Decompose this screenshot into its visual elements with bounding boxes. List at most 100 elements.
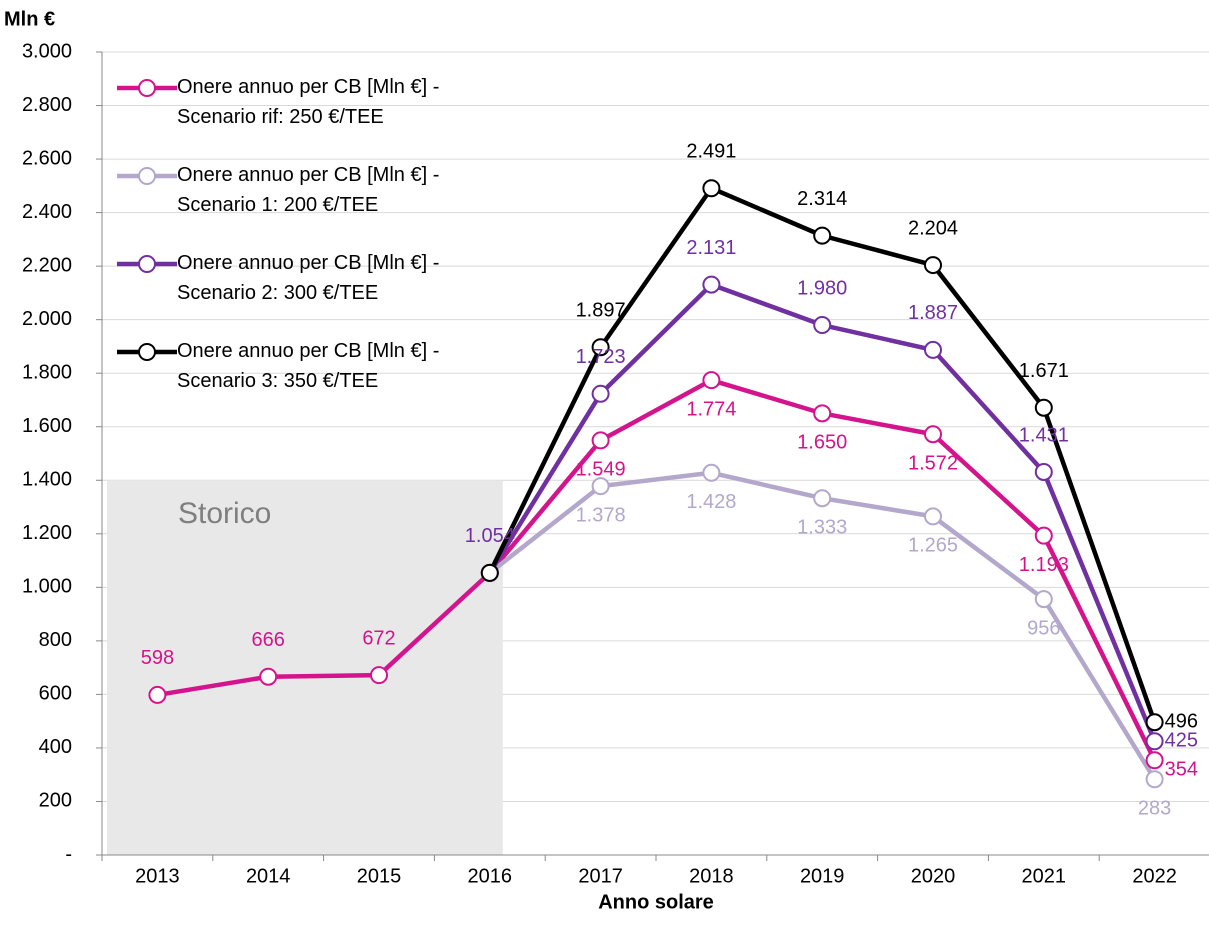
data-label: 1.549 xyxy=(576,459,626,481)
data-point xyxy=(702,179,721,198)
shaded-region-label: Storico xyxy=(178,497,271,530)
legend-marker xyxy=(138,343,156,361)
data-point xyxy=(813,226,832,245)
data-point xyxy=(1034,526,1053,545)
legend-line: Onere annuo per CB [Mln €] - xyxy=(177,76,439,98)
legend-marker xyxy=(138,79,156,97)
data-point xyxy=(702,275,721,294)
legend-label: Onere annuo per CB [Mln €] - Scenario rif… xyxy=(177,76,439,128)
x-tick-label: 2019 xyxy=(800,865,845,887)
data-label: 425 xyxy=(1165,730,1198,752)
x-tick-label: 2017 xyxy=(578,865,623,887)
data-point xyxy=(924,340,942,359)
y-tick-label: 1.200 xyxy=(22,522,72,544)
legend-line: Scenario 1: 200 €/TEE xyxy=(177,194,378,216)
y-tick-label: - xyxy=(65,843,72,865)
data-point xyxy=(813,316,832,335)
y-axis-title: Mln € xyxy=(4,8,55,30)
y-tick-label: 1.600 xyxy=(22,415,72,437)
data-point xyxy=(1145,713,1164,732)
data-point xyxy=(1145,770,1164,789)
data-point xyxy=(924,256,942,275)
x-tick-label: 2016 xyxy=(468,865,513,887)
legend-label: Onere annuo per CB [Mln €] - Scenario 1: … xyxy=(177,164,439,216)
data-point xyxy=(1145,751,1164,770)
data-label: 666 xyxy=(252,629,285,651)
data-label: 672 xyxy=(362,627,395,649)
data-point xyxy=(1034,590,1053,609)
legend-line: Scenario 2: 300 €/TEE xyxy=(177,282,378,304)
y-tick-label: 1.800 xyxy=(22,361,72,383)
data-point xyxy=(591,477,610,496)
y-tick-label: 1.400 xyxy=(22,469,72,491)
x-tick-label: 2020 xyxy=(911,865,956,887)
legend-line: Onere annuo per CB [Mln €] - xyxy=(177,340,439,362)
data-point xyxy=(259,667,278,686)
x-axis-title: Anno solare xyxy=(598,891,714,913)
data-label: 496 xyxy=(1165,711,1198,733)
legend-line: Onere annuo per CB [Mln €] - xyxy=(177,252,439,274)
legend-label: Onere annuo per CB [Mln €] - Scenario 3: … xyxy=(177,340,439,392)
x-tick-label: 2022 xyxy=(1132,865,1177,887)
data-point xyxy=(813,489,832,508)
y-tick-label: 2.000 xyxy=(22,308,72,330)
y-tick-label: 600 xyxy=(39,683,72,705)
data-label: 1.428 xyxy=(686,491,736,513)
data-label: 1.265 xyxy=(908,535,958,557)
data-point xyxy=(480,563,499,582)
data-label: 1.774 xyxy=(686,398,736,420)
data-label: 1.054 xyxy=(465,525,515,547)
y-tick-label: 3.000 xyxy=(22,40,72,62)
data-label: 598 xyxy=(141,647,174,669)
y-tick-label: 2.800 xyxy=(22,94,72,116)
y-tick-label: 200 xyxy=(39,790,72,812)
data-label: 2.314 xyxy=(797,188,847,210)
data-point xyxy=(148,685,167,704)
x-tick-label: 2018 xyxy=(689,865,734,887)
data-label: 1.431 xyxy=(1019,424,1069,446)
data-label: 1.980 xyxy=(797,277,847,299)
data-point xyxy=(924,425,942,444)
shaded-region xyxy=(107,480,503,855)
data-point xyxy=(702,463,721,482)
x-tick-label: 2021 xyxy=(1022,865,1067,887)
data-point xyxy=(591,338,610,357)
data-label: 1.572 xyxy=(908,453,958,475)
legend-line: Scenario rif: 250 €/TEE xyxy=(177,106,384,128)
legend-line: Scenario 3: 350 €/TEE xyxy=(177,370,378,392)
data-label: 283 xyxy=(1138,798,1171,820)
y-tick-label: 2.600 xyxy=(22,147,72,169)
data-point xyxy=(370,666,388,685)
y-tick-label: 400 xyxy=(39,736,72,758)
data-point xyxy=(591,431,610,450)
data-label: 1.887 xyxy=(908,302,958,324)
y-tick-label: 2.200 xyxy=(22,254,72,276)
legend-label: Onere annuo per CB [Mln €] - Scenario 2: … xyxy=(177,252,439,304)
data-label: 1.333 xyxy=(797,516,847,538)
data-label: 1.671 xyxy=(1019,360,1069,382)
data-point xyxy=(1034,398,1053,417)
data-point xyxy=(591,384,610,403)
y-tick-label: 800 xyxy=(39,629,72,651)
data-point xyxy=(924,507,942,526)
x-tick-label: 2013 xyxy=(135,865,180,887)
data-label: 354 xyxy=(1165,759,1198,781)
series-line xyxy=(157,377,1157,762)
data-label: 1.723 xyxy=(576,346,626,368)
data-label: 2.204 xyxy=(908,217,958,239)
legend-marker xyxy=(138,255,156,273)
data-point xyxy=(813,404,832,423)
data-point xyxy=(1145,732,1164,751)
data-label: 2.131 xyxy=(686,237,736,259)
x-tick-label: 2014 xyxy=(246,865,291,887)
data-point xyxy=(1034,462,1053,481)
data-label: 956 xyxy=(1027,617,1060,639)
data-label: 1.193 xyxy=(1019,554,1069,576)
y-tick-label: 1.000 xyxy=(22,576,72,598)
data-label: 1.897 xyxy=(576,300,626,322)
legend-line: Onere annuo per CB [Mln €] - xyxy=(177,164,439,186)
data-label: 1.378 xyxy=(576,504,626,526)
data-label: 2.491 xyxy=(686,141,736,163)
y-tick-label: 2.400 xyxy=(22,201,72,223)
